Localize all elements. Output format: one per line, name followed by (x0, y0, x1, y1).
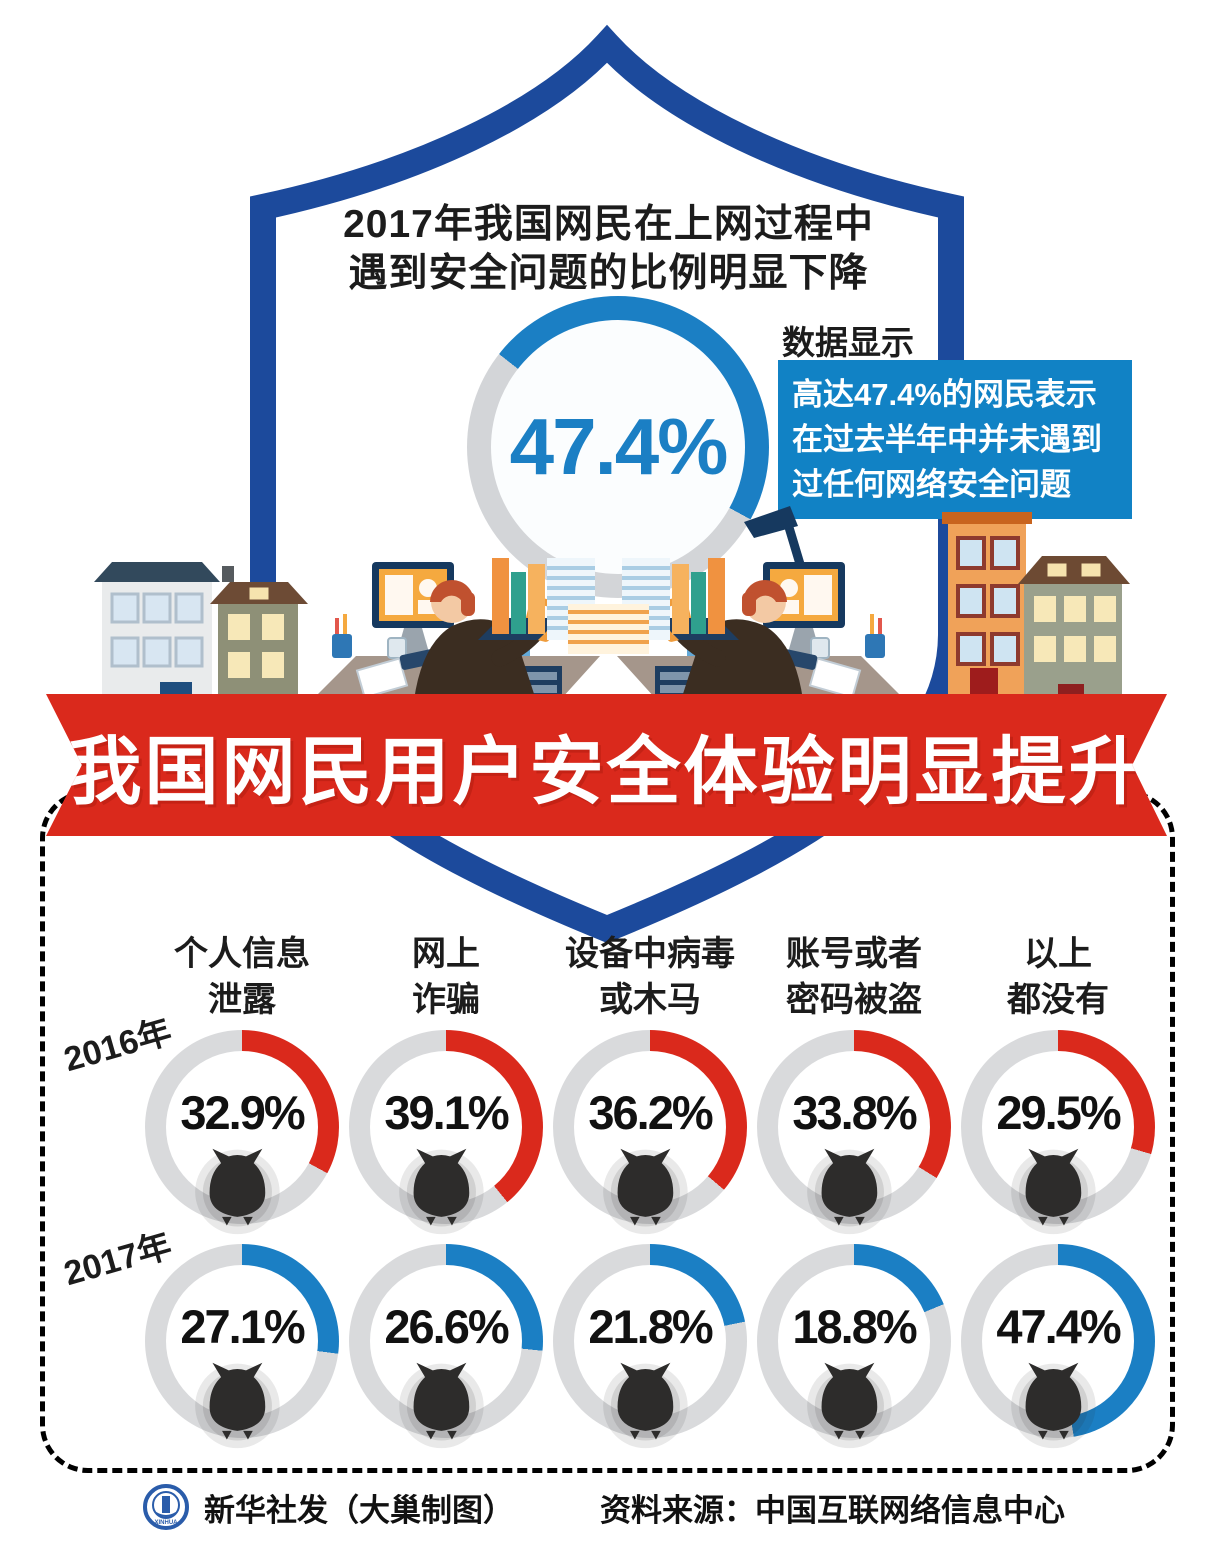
donut-cell-1-0: 27.1% (140, 1244, 344, 1449)
xinhua-logo-icon: XINHUA (143, 1484, 189, 1530)
donut-2017年-0: 27.1% (145, 1244, 339, 1449)
owl-badge (1007, 1142, 1099, 1238)
banner-title: 我国网民用户安全体验明显提升 (67, 729, 1146, 813)
category-headers: 个人信息 泄露 网上 诈骗 设备中病毒 或木马 账号或者 密码被盗 以上 都没有 (140, 931, 1160, 1023)
donut-2016年-1: 39.1% (349, 1030, 543, 1235)
callout-line2: 在过去半年中并未遇到 (792, 422, 1102, 457)
owl-badge (191, 1356, 283, 1452)
donut-2016年-2: 36.2% (553, 1030, 747, 1235)
donut-cell-0-0: 32.9% (140, 1030, 344, 1235)
donut-value: 36.2% (588, 1086, 713, 1139)
donut-cell-1-4: 47.4% (956, 1244, 1160, 1449)
donut-value: 47.4% (996, 1300, 1121, 1353)
desk-lamp-icon (744, 506, 805, 566)
owl-icon (195, 1148, 280, 1235)
owl-icon (195, 1362, 280, 1449)
donut-value: 21.8% (588, 1300, 713, 1353)
owl-badge (1007, 1356, 1099, 1452)
owl-icon (399, 1148, 484, 1235)
intro-title-line1: 2017年我国网民在上网过程中 (343, 203, 874, 246)
donut-2016年-4: 29.5% (961, 1030, 1155, 1235)
donut-2016年-3: 33.8% (757, 1030, 951, 1235)
donut-value: 27.1% (180, 1300, 305, 1353)
donut-row-1: 27.1% 26.6% 21.8% 18.8% 47.4% (140, 1244, 1160, 1449)
owl-badge (395, 1142, 487, 1238)
callout-line1: 高达47.4%的网民表示 (792, 377, 1097, 412)
category-header-0: 个人信息 泄露 (174, 935, 310, 1019)
right-buildings (942, 512, 1130, 700)
category-header-2: 设备中病毒 或木马 (565, 935, 735, 1019)
svg-text:XINHUA: XINHUA (154, 1520, 178, 1526)
owl-icon (1011, 1362, 1096, 1449)
owl-badge (395, 1356, 487, 1452)
footer-source: 资料来源：中国互联网络信息中心 (600, 1492, 1065, 1528)
category-header-1: 网上 诈骗 (412, 935, 480, 1019)
owl-badge (803, 1356, 895, 1452)
owl-icon (603, 1148, 688, 1235)
intro-title-line2: 遇到安全问题的比例明显下降 (348, 252, 869, 295)
donut-value: 39.1% (384, 1086, 509, 1139)
owl-icon (807, 1148, 892, 1235)
donut-value: 26.6% (384, 1300, 509, 1353)
donut-cell-1-2: 21.8% (548, 1244, 752, 1449)
owl-icon (399, 1362, 484, 1449)
owl-icon (807, 1362, 892, 1449)
callout-line3: 过任何网络安全问题 (792, 467, 1071, 502)
category-header-3: 账号或者 密码被盗 (786, 935, 922, 1019)
donut-2016年-0: 32.9% (145, 1030, 339, 1235)
owl-badge (803, 1142, 895, 1238)
owl-badge (599, 1356, 691, 1452)
big-donut-47: 47.4% (467, 296, 769, 598)
donut-cell-0-2: 36.2% (548, 1030, 752, 1235)
owl-badge (191, 1142, 283, 1238)
donut-cell-1-3: 18.8% (752, 1244, 956, 1449)
donut-value: 18.8% (792, 1300, 917, 1353)
donut-cell-1-1: 26.6% (344, 1244, 548, 1449)
donut-cell-0-1: 39.1% (344, 1030, 548, 1235)
owl-icon (603, 1362, 688, 1449)
owl-icon (1011, 1148, 1096, 1235)
big-donut-value: 47.4% (509, 402, 729, 491)
donut-2017年-1: 26.6% (349, 1244, 543, 1449)
footer: XINHUA 新华社发（大巢制图） 资料来源：中国互联网络信息中心 (142, 1483, 1065, 1531)
donut-value: 33.8% (792, 1086, 917, 1139)
office-desk-left (314, 558, 620, 700)
big-donut-hole (491, 320, 745, 574)
donut-row-0: 32.9% 39.1% 36.2% 33.8% 29.5% (140, 1030, 1160, 1235)
donut-cell-0-4: 29.5% (956, 1030, 1160, 1235)
intro-title: 2017年我国网民在上网过程中 遇到安全问题的比例明显下降 (0, 200, 1217, 298)
donut-2017年-2: 21.8% (553, 1244, 747, 1449)
callout-box: 高达47.4%的网民表示 在过去半年中并未遇到 过任何网络安全问题 (778, 360, 1132, 519)
donut-2017年-3: 18.8% (757, 1244, 951, 1449)
donut-value: 29.5% (996, 1086, 1121, 1139)
owl-badge (599, 1142, 691, 1238)
data-label: 数据显示 (782, 324, 914, 361)
donut-cell-0-3: 33.8% (752, 1030, 956, 1235)
ribbon-banner: 我国网民用户安全体验明显提升 (46, 694, 1167, 836)
category-header-4: 以上 都没有 (1007, 935, 1109, 1019)
donut-2017年-4: 47.4% (961, 1244, 1155, 1449)
office-city-illustration (94, 506, 1130, 700)
donut-value: 32.9% (180, 1086, 305, 1139)
footer-credit: 新华社发（大巢制图） (204, 1492, 514, 1528)
left-buildings (94, 562, 308, 700)
